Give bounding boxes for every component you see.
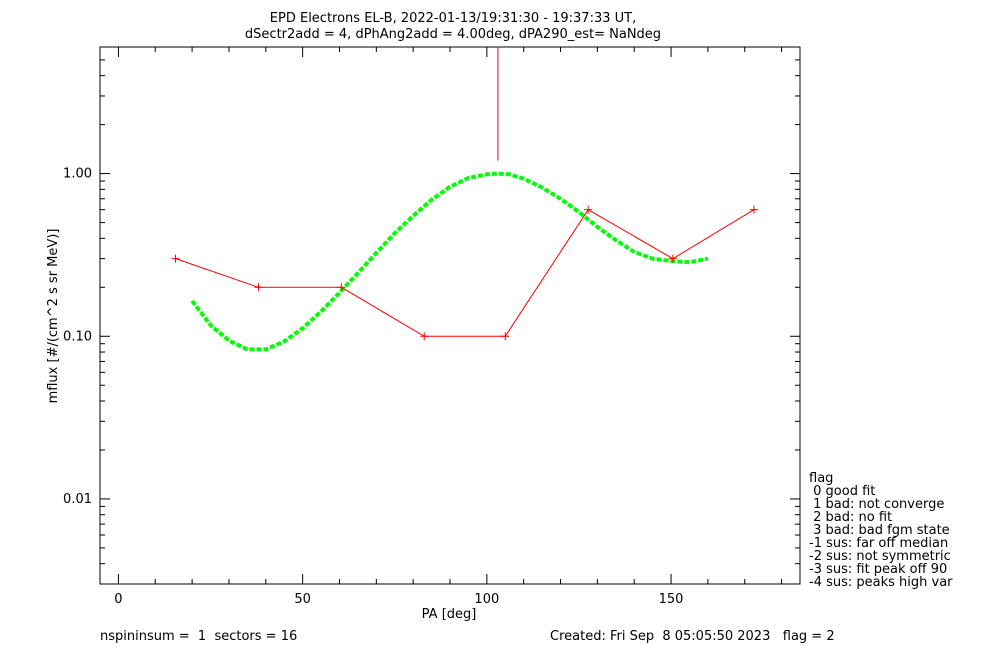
- legend-item: 2 bad: no fit: [809, 510, 892, 525]
- x-tick-label: 100: [474, 592, 499, 607]
- y-tick-label: 1.00: [63, 167, 92, 182]
- chart-title-line2: dSectr2add = 4, dPhAng2add = 4.00deg, dP…: [245, 27, 661, 42]
- legend-item: 1 bad: not converge: [809, 497, 944, 512]
- data-point: [749, 205, 758, 214]
- x-tick-label: 50: [294, 592, 311, 607]
- data-point: [254, 283, 263, 292]
- legend-item: -2 sus: not symmetric: [809, 549, 951, 564]
- data-point: [171, 254, 180, 263]
- legend-title: flag: [809, 471, 833, 486]
- fit-curve-layer: [190, 171, 709, 352]
- chart-title-line1: EPD Electrons EL-B, 2022-01-13/19:31:30 …: [270, 11, 636, 26]
- plot-frame: [99, 46, 801, 585]
- data-point: [584, 205, 593, 214]
- y-axis-label: mflux [#/(cm^2 s sr MeV)]: [46, 229, 61, 404]
- data-line: [175, 209, 755, 337]
- y-tick-label: 0.10: [63, 329, 92, 344]
- footer-right: Created: Fri Sep 8 05:05:50 2023 flag = …: [550, 629, 835, 644]
- footer-left: nspininsum = 1 sectors = 16: [100, 629, 297, 644]
- y-tick-label: 0.01: [63, 492, 92, 507]
- data-point: [501, 332, 510, 341]
- data-point: [420, 332, 429, 341]
- data-point: [337, 283, 346, 292]
- flag-legend: flag 0 good fit 1 bad: not converge 2 ba…: [809, 471, 953, 590]
- legend-item: -3 sus: fit peak off 90: [809, 562, 947, 577]
- data-series-layer: [171, 47, 758, 341]
- data-point: [668, 254, 677, 263]
- x-tick-label: 0: [114, 592, 122, 607]
- fit-curve: [190, 171, 709, 352]
- legend-item: -4 sus: peaks high var: [809, 575, 953, 590]
- axes-layer: 0 50 100 150 0.01 0.10 1.00: [63, 46, 800, 607]
- x-axis-label: PA [deg]: [422, 607, 477, 622]
- legend-item: -1 sus: far off median: [809, 536, 948, 551]
- legend-item: 3 bad: bad fgm state: [809, 523, 950, 538]
- x-tick-label: 150: [659, 592, 684, 607]
- legend-item: 0 good fit: [809, 484, 875, 499]
